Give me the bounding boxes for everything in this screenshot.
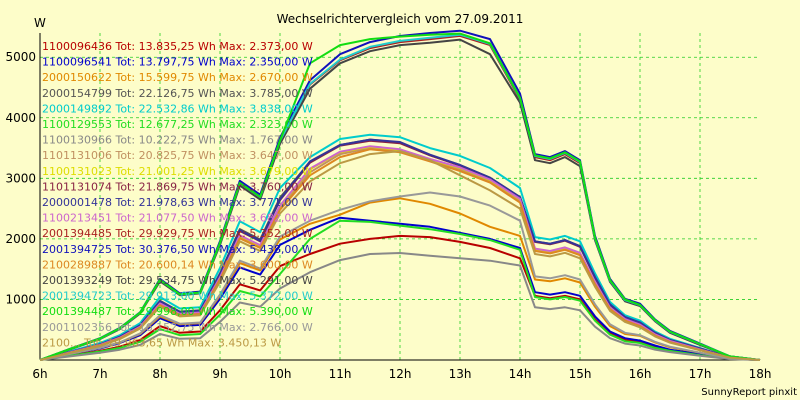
grid-lines [40,33,760,360]
legend-entry-19: 2001102356 Tot: 16.152,75 Wh Max: 2.766,… [42,321,313,334]
legend-entry-18: 2001394487 Tot: 29.998,00 Wh Max: 5.390,… [42,305,313,318]
legend-entry-9: 1100131023 Tot: 21.001,25 Wh Max: 3.679,… [42,165,313,178]
legend: 1100096436 Tot: 13.835,25 Wh Max: 2.373,… [42,40,313,349]
credit-label: SunnyReport pinxit [701,387,797,398]
x-tick-label: 13h [449,367,472,381]
x-axis-ticks: 6h 7h 8h 9h 10h 11h 12h 13h 14h 15h 16h 17h 18h [32,367,771,381]
x-tick-label: 10h [269,367,292,381]
x-tick-label: 17h [689,367,712,381]
legend-entry-16: 2001393249 Tot: 29.534,75 Wh Max: 5.291,… [42,274,313,287]
legend-entry-6: 1100129553 Tot: 12.677,25 Wh Max: 2.323,… [42,118,313,131]
series-line-7 [39,252,761,361]
x-tick-label: 18h [749,367,772,381]
series-line-20 [39,150,761,361]
legend-entry-13: 2001394485 Tot: 29.929,75 Wh Max: 5.352,… [42,227,313,240]
legend-entry-3: 2000150622 Tot: 15.599,75 Wh Max: 2.670,… [42,71,313,84]
x-tick-label: 9h [212,367,227,381]
y-tick-label: 4000 [5,111,36,125]
legend-entry-12: 1100213451 Tot: 21.077,50 Wh Max: 3.682,… [42,212,313,225]
series-line-15 [39,148,761,361]
x-tick-label: 12h [389,367,412,381]
axes [39,33,760,361]
y-tick-label: 5000 [5,50,36,64]
legend-entry-5: 2000149892 Tot: 22.532,86 Wh Max: 3.838,… [42,102,313,115]
series-line-6 [39,219,761,361]
legend-entry-2: 1100096541 Tot: 13.797,75 Wh Max: 2.350,… [42,56,313,69]
x-tick-label: 16h [629,367,652,381]
legend-entry-14: 2001394725 Tot: 30.376,50 Wh Max: 5.438,… [42,243,313,256]
legend-entry-17: 2001394723 Tot: 29.913,00 Wh Max: 5.372,… [42,290,313,303]
series-line-2 [39,216,761,361]
chart-title: Wechselrichtervergleich vom 27.09.2011 [277,12,524,26]
legend-entry-20: 2100... Tot: 19.963,65 Wh Max: 3.450,13 … [42,336,281,349]
series-line-11 [39,138,761,361]
legend-entry-8: 1101131006 Tot: 20.825,75 Wh Max: 3.647,… [42,149,313,162]
series-line-18 [39,32,761,361]
series-line-1 [39,234,761,361]
x-tick-label: 14h [509,367,532,381]
x-tick-label: 6h [32,367,47,381]
legend-entry-10: 1101131074 Tot: 21.869,75 Wh Max: 3.760,… [42,180,313,193]
y-tick-label: 3000 [5,171,36,185]
series-line-19 [39,191,761,361]
legend-entry-7: 1100130966 Tot: 10.222,75 Wh Max: 1.767,… [42,134,313,147]
y-tick-label: 2000 [5,232,36,246]
y-tick-label: 1000 [5,292,36,306]
series-line-12 [39,145,761,361]
x-tick-label: 11h [329,367,352,381]
legend-entry-1: 1100096436 Tot: 13.835,25 Wh Max: 2.373,… [42,40,313,53]
series-lines [39,29,761,361]
x-tick-label: 7h [92,367,107,381]
y-axis-ticks: 1000 2000 3000 4000 5000 [5,50,36,306]
x-tick-label: 8h [152,367,167,381]
legend-entry-15: 2100289887 Tot: 20.600,14 Wh Max: 3.600,… [42,258,313,271]
y-axis-label: W [34,16,46,30]
x-tick-label: 15h [569,367,592,381]
legend-entry-11: 2000001478 Tot: 21.978,63 Wh Max: 3.771,… [42,196,313,209]
legend-entry-4: 2000154799 Tot: 22.126,75 Wh Max: 3.785,… [42,87,313,100]
series-line-5 [39,133,761,361]
